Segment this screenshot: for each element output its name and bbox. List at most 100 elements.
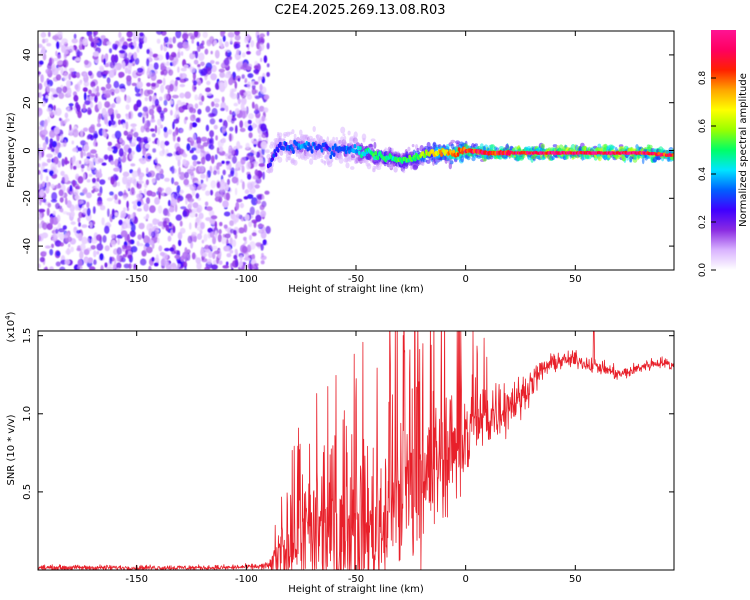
noise-blob bbox=[79, 250, 84, 260]
noise-blob bbox=[236, 49, 240, 56]
noise-blob bbox=[48, 31, 51, 37]
ridge-halo bbox=[426, 141, 431, 148]
ridge-halo bbox=[474, 143, 478, 147]
noise-blob bbox=[146, 58, 150, 67]
noise-blob bbox=[161, 191, 165, 197]
noise-blob bbox=[163, 126, 168, 133]
noise-blob bbox=[120, 210, 126, 219]
noise-blob bbox=[229, 110, 232, 115]
noise-blob bbox=[73, 33, 77, 39]
noise-blob bbox=[106, 266, 113, 270]
noise-blob bbox=[84, 59, 89, 66]
noise-blob bbox=[133, 263, 137, 268]
noise-blob bbox=[176, 99, 182, 106]
noise-blob bbox=[118, 219, 123, 226]
ridge-core bbox=[273, 149, 277, 154]
snr-x-tick-label: 50 bbox=[569, 574, 582, 585]
noise-blob bbox=[205, 105, 211, 113]
noise-blob bbox=[215, 61, 220, 65]
noise-blob bbox=[202, 142, 209, 147]
noise-blob bbox=[228, 147, 235, 156]
noise-blob bbox=[46, 153, 53, 158]
noise-blob bbox=[51, 63, 56, 70]
noise-blob bbox=[93, 130, 98, 140]
noise-blob bbox=[223, 224, 228, 229]
noise-blob bbox=[259, 33, 266, 38]
snr-series-line bbox=[38, 331, 674, 570]
ridge-halo bbox=[396, 151, 400, 155]
noise-blob bbox=[179, 171, 186, 181]
noise-blob bbox=[145, 167, 149, 174]
noise-blob bbox=[137, 67, 144, 73]
noise-blob bbox=[167, 199, 171, 207]
noise-blob bbox=[77, 110, 82, 119]
ridge-halo bbox=[293, 159, 298, 166]
noise-blob bbox=[164, 177, 170, 182]
noise-blob bbox=[189, 222, 192, 230]
noise-blob bbox=[159, 174, 165, 179]
noise-blob bbox=[104, 262, 108, 268]
spectrogram-x-tick-label: 50 bbox=[569, 274, 582, 285]
noise-blob bbox=[157, 187, 163, 196]
noise-blob bbox=[51, 67, 59, 76]
snr-plot-area bbox=[38, 331, 674, 570]
noise-blob bbox=[229, 237, 233, 246]
noise-blob bbox=[225, 192, 231, 201]
noise-blob bbox=[259, 83, 263, 91]
ridge-halo bbox=[384, 147, 388, 152]
noise-blob bbox=[157, 118, 162, 127]
ridge-halo bbox=[512, 147, 516, 152]
noise-blob bbox=[258, 42, 265, 51]
ridge-halo bbox=[342, 133, 346, 137]
noise-blob bbox=[78, 233, 83, 242]
noise-blob bbox=[38, 169, 41, 175]
noise-blob bbox=[227, 31, 235, 38]
noise-blob bbox=[262, 171, 265, 180]
noise-blob bbox=[251, 88, 257, 95]
noise-blob bbox=[213, 98, 220, 103]
noise-blob bbox=[183, 64, 189, 69]
noise-blob bbox=[41, 46, 46, 55]
noise-blob bbox=[219, 146, 224, 153]
ridge-halo bbox=[466, 155, 471, 161]
noise-blob bbox=[49, 170, 54, 175]
noise-blob bbox=[200, 61, 205, 67]
noise-blob bbox=[101, 162, 107, 166]
noise-blob bbox=[132, 203, 138, 210]
noise-blob bbox=[158, 96, 163, 102]
noise-blob bbox=[151, 82, 156, 87]
noise-blob bbox=[165, 262, 172, 270]
ridge-core bbox=[456, 152, 460, 157]
noise-blob bbox=[263, 94, 270, 100]
noise-blob bbox=[233, 229, 237, 235]
signal-ridge bbox=[266, 126, 674, 174]
noise-blob bbox=[156, 31, 163, 35]
noise-blob bbox=[100, 86, 106, 91]
noise-blob bbox=[114, 130, 122, 140]
noise-blob bbox=[122, 171, 130, 178]
noise-blob bbox=[241, 245, 248, 254]
ridge-halo bbox=[282, 138, 286, 142]
noise-blob bbox=[79, 192, 85, 196]
noise-blob bbox=[66, 247, 71, 256]
noise-blob bbox=[255, 50, 261, 56]
noise-blob bbox=[138, 243, 144, 247]
noise-blob bbox=[185, 198, 188, 205]
noise-blob bbox=[61, 44, 66, 53]
noise-blob bbox=[149, 239, 154, 246]
noise-blob bbox=[168, 54, 175, 61]
ridge-core bbox=[282, 146, 285, 151]
noise-blob bbox=[50, 199, 58, 203]
ridge-core bbox=[310, 149, 314, 154]
noise-blob bbox=[204, 266, 210, 270]
noise-blob bbox=[66, 80, 71, 89]
noise-blob bbox=[223, 211, 231, 217]
ridge-halo bbox=[412, 149, 416, 156]
ridge-halo bbox=[335, 137, 339, 141]
noise-blob bbox=[68, 45, 75, 53]
noise-blob bbox=[38, 208, 46, 213]
noise-blob bbox=[136, 46, 140, 53]
noise-blob bbox=[181, 104, 189, 110]
noise-blob bbox=[83, 72, 87, 78]
ridge-halo bbox=[313, 154, 318, 161]
